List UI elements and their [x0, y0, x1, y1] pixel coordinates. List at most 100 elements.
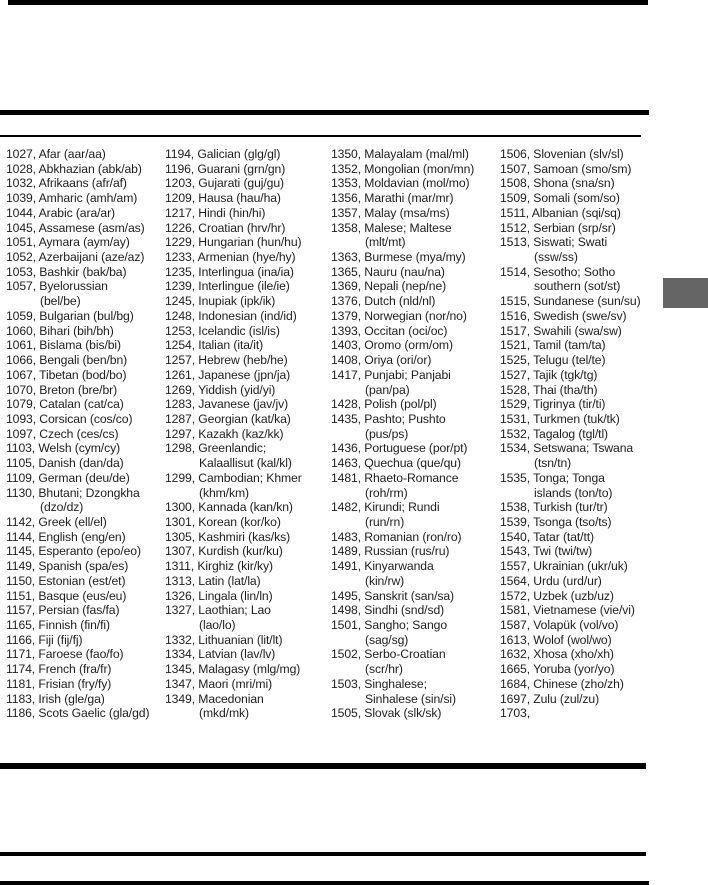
language-entry-continuation: (tsn/tn)	[534, 456, 572, 471]
language-entry: 1327, Laothian; Lao	[165, 603, 271, 618]
language-entry: 1183, Irish (gle/ga)	[6, 691, 105, 706]
language-entry: 1097, Czech (ces/cs)	[6, 426, 119, 441]
language-entry: 1051, Aymara (aym/ay)	[6, 235, 130, 250]
language-entry: 1298, Greenlandic;	[165, 441, 267, 456]
language-entry: 1587, Volapük (vol/vo)	[500, 618, 619, 632]
footer-thick-rule	[0, 763, 646, 769]
language-entry: 1512, Serbian (srp/sr)	[500, 220, 616, 235]
language-entry: 1093, Corsican (cos/co)	[6, 411, 133, 426]
language-entry: 1032, Afrikaans (afr/af)	[6, 176, 127, 191]
language-entry: 1305, Kashmiri (kas/ks)	[165, 529, 291, 544]
language-entry: 1239, Interlingue (ile/ie)	[165, 279, 290, 294]
language-entry: 1313, Latin (lat/la)	[165, 573, 261, 588]
footer-bottom-rule	[0, 881, 649, 885]
language-entry: 1513, Siswati; Swati	[500, 235, 608, 250]
language-entry: 1130, Bhutani; Dzongkha	[6, 485, 140, 500]
language-entry: 1269, Yiddish (yid/yi)	[165, 382, 276, 397]
language-entry: 1581, Vietnamese (vie/vi)	[500, 603, 635, 618]
language-entry-continuation: (mkd/mk)	[199, 706, 249, 721]
language-entry: 1517, Swahili (swa/sw)	[500, 323, 622, 338]
language-entry: 1053, Bashkir (bak/ba)	[6, 264, 127, 279]
language-entry-continuation: (run/rn)	[365, 514, 405, 529]
language-entry: 1516, Swedish (swe/sv)	[500, 308, 627, 323]
language-entry-continuation: (kin/rw)	[365, 573, 405, 588]
language-entry: 1508, Shona (sna/sn)	[500, 176, 615, 191]
language-entry: 1489, Russian (rus/ru)	[331, 544, 450, 559]
language-entry: 1226, Croatian (hrv/hr)	[165, 220, 286, 235]
language-entry: 1507, Samoan (smo/sm)	[500, 161, 632, 176]
language-entry: 1376, Dutch (nld/nl)	[331, 294, 436, 309]
language-list-column-2: 1194, Galician (glg/gl) 1196, Guarani (gr…	[165, 147, 330, 721]
language-entry: 1356, Marathi (mar/mr)	[331, 191, 454, 206]
language-entry: 1165, Finnish (fin/fi)	[6, 618, 110, 632]
language-entry-continuation: (lao/lo)	[199, 618, 236, 632]
language-entry: 1515, Sundanese (sun/su)	[500, 294, 641, 309]
language-entry: 1174, French (fra/fr)	[6, 662, 112, 677]
language-entry: 1483, Romanian (ron/ro)	[331, 529, 462, 544]
language-entry: 1428, Polish (pol/pl)	[331, 397, 437, 412]
language-entry: 1481, Rhaeto-Romance	[331, 470, 459, 485]
language-entry: 1150, Estonian (est/et)	[6, 573, 126, 588]
language-entry-continuation: (pus/ps)	[365, 426, 409, 441]
language-entry: 1109, German (deu/de)	[6, 470, 130, 485]
language-entry: 1027, Afar (aar/aa)	[6, 147, 106, 161]
language-list-column-4: 1506, Slovenian (slv/sl) 1507, Samoan (sm…	[500, 147, 670, 721]
language-entry: 1235, Interlingua (ina/ia)	[165, 264, 294, 279]
language-entry: 1353, Moldavian (mol/mo)	[331, 176, 470, 191]
language-entry: 1539, Tsonga (tso/ts)	[500, 514, 612, 529]
language-entry: 1070, Breton (bre/br)	[6, 382, 118, 397]
language-entry: 1352, Mongolian (mon/mn)	[331, 161, 475, 176]
language-entry: 1632, Xhosa (xho/xh)	[500, 647, 614, 662]
language-entry: 1229, Hungarian (hun/hu)	[165, 235, 302, 250]
language-entry: 1436, Portuguese (por/pt)	[331, 441, 468, 456]
language-entry: 1534, Setswana; Tswana	[500, 441, 634, 456]
language-entry: 1435, Pashto; Pushto	[331, 411, 446, 426]
language-entry: 1311, Kirghiz (kir/ky)	[165, 559, 273, 574]
footer-middle-rule	[0, 852, 646, 856]
language-entry: 1233, Armenian (hye/hy)	[165, 250, 296, 265]
language-entry: 1103, Welsh (cym/cy)	[6, 441, 121, 456]
language-entry-continuation: (khm/km)	[199, 485, 249, 500]
language-entry: 1171, Faroese (fao/fo)	[6, 647, 124, 662]
language-entry-continuation: (mlt/mt)	[365, 235, 406, 250]
language-entry: 1307, Kurdish (kur/ku)	[165, 544, 283, 559]
language-entry: 1527, Tajik (tgk/tg)	[500, 367, 598, 382]
language-entry: 1529, Tigrinya (tir/ti)	[500, 397, 606, 412]
language-entry: 1105, Danish (dan/da)	[6, 456, 124, 471]
language-entry: 1572, Uzbek (uzb/uz)	[500, 588, 614, 603]
language-entry: 1060, Bihari (bih/bh)	[6, 323, 114, 338]
language-entry: 1052, Azerbaijani (aze/az)	[6, 250, 145, 265]
language-entry: 1506, Slovenian (slv/sl)	[500, 147, 624, 161]
language-entry: 1502, Serbo-Croatian	[331, 647, 446, 662]
language-entry: 1044, Arabic (ara/ar)	[6, 205, 115, 220]
language-entry: 1217, Hindi (hin/hi)	[165, 205, 266, 220]
language-entry: 1535, Tonga; Tonga	[500, 470, 605, 485]
language-entry: 1540, Tatar (tat/tt)	[500, 529, 594, 544]
language-entry: 1181, Frisian (fry/fy)	[6, 676, 112, 691]
language-entry: 1514, Sesotho; Sotho	[500, 264, 616, 279]
language-entry: 1511, Albanian (sqi/sq)	[500, 205, 621, 220]
language-entry: 1145, Esperanto (epo/eo)	[6, 544, 141, 559]
language-entry: 1501, Sangho; Sango	[331, 618, 448, 632]
language-entry: 1045, Assamese (asm/as)	[6, 220, 145, 235]
language-entry: 1417, Punjabi; Panjabi	[331, 367, 451, 382]
language-entry: 1403, Oromo (orm/om)	[331, 338, 453, 353]
language-entry-continuation: (sag/sg)	[365, 632, 409, 647]
language-entry-continuation: (roh/rm)	[365, 485, 408, 500]
language-entry-continuation: islands (ton/to)	[534, 485, 613, 500]
language-entry: 1613, Wolof (wol/wo)	[500, 632, 612, 647]
language-entry: 1142, Greek (ell/el)	[6, 514, 107, 529]
language-entry: 1349, Macedonian	[165, 691, 264, 706]
language-list-column-1: 1027, Afar (aar/aa) 1028, Abkhazian (abk/…	[6, 147, 164, 721]
language-entry: 1543, Twi (twi/tw)	[500, 544, 593, 559]
top-page-rule	[8, 0, 648, 5]
language-entry: 1665, Yoruba (yor/yo)	[500, 662, 615, 677]
language-entry: 1538, Turkish (tur/tr)	[500, 500, 608, 515]
language-entry-continuation: Kalaallisut (kal/kl)	[199, 456, 292, 471]
language-entry: 1332, Lithuanian (lit/lt)	[165, 632, 283, 647]
language-entry: 1261, Japanese (jpn/ja)	[165, 367, 291, 382]
language-entry: 1463, Quechua (que/qu)	[331, 456, 461, 471]
language-entry: 1334, Latvian (lav/lv)	[165, 647, 276, 662]
language-entry: 1209, Hausa (hau/ha)	[165, 191, 281, 206]
language-entry: 1350, Malayalam (mal/ml)	[331, 147, 469, 161]
